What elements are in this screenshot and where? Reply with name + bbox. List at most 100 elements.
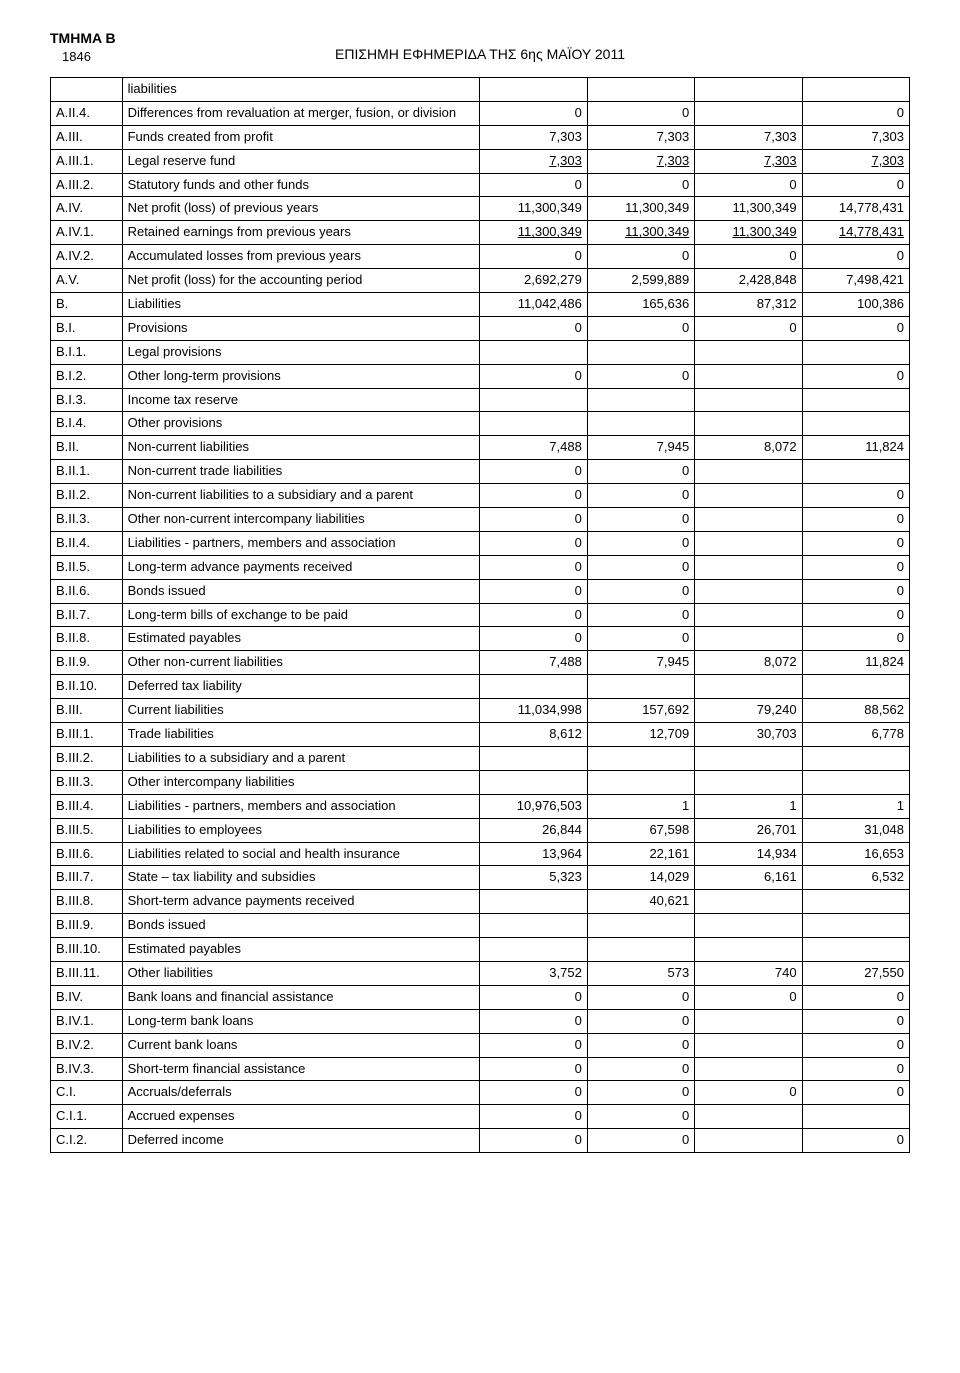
table-row: B.II.1.Non-current trade liabilities00 [51,460,910,484]
row-value-3 [695,340,802,364]
table-row: B.III.4.Liabilities - partners, members … [51,794,910,818]
row-value-3 [695,531,802,555]
row-value-2: 0 [587,603,694,627]
row-value-3 [695,388,802,412]
row-code: B.III.10. [51,938,123,962]
table-row: B.II.2.Non-current liabilities to a subs… [51,484,910,508]
table-row: B.Liabilities11,042,486165,63687,312100,… [51,293,910,317]
row-value-3: 8,072 [695,436,802,460]
row-value-3 [695,938,802,962]
row-description: Net profit (loss) for the accounting per… [122,269,480,293]
row-description: Statutory funds and other funds [122,173,480,197]
row-code: B.III.8. [51,890,123,914]
row-value-1: 0 [480,555,587,579]
row-code: B.II.9. [51,651,123,675]
row-value-3 [695,890,802,914]
row-description: Legal reserve fund [122,149,480,173]
row-description: Non-current liabilities to a subsidiary … [122,484,480,508]
row-value-1 [480,388,587,412]
table-row: A.III.2.Statutory funds and other funds0… [51,173,910,197]
row-description: Other liabilities [122,961,480,985]
row-value-3 [695,484,802,508]
row-value-1: 0 [480,1057,587,1081]
row-value-2 [587,388,694,412]
row-value-2: 0 [587,1009,694,1033]
section-label: TMHMA B [50,30,910,46]
table-row: A.III.1.Legal reserve fund7,3037,3037,30… [51,149,910,173]
row-value-3: 14,934 [695,842,802,866]
row-description: Liabilities [122,293,480,317]
row-value-2: 0 [587,555,694,579]
row-code: B.III.4. [51,794,123,818]
row-code: A.III.2. [51,173,123,197]
row-value-2: 573 [587,961,694,985]
row-code: B.III. [51,699,123,723]
row-code: B.I.3. [51,388,123,412]
row-value-2: 11,300,349 [587,221,694,245]
row-description: Other long-term provisions [122,364,480,388]
row-description: Trade liabilities [122,723,480,747]
row-value-4: 11,824 [802,436,909,460]
table-row: B.I.4.Other provisions [51,412,910,436]
row-code: B.I. [51,316,123,340]
row-value-3: 11,300,349 [695,197,802,221]
row-value-3: 7,303 [695,125,802,149]
row-code: B.II.4. [51,531,123,555]
row-code: B.II.3. [51,508,123,532]
row-value-2: 165,636 [587,293,694,317]
row-description: State – tax liability and subsidies [122,866,480,890]
row-value-4: 0 [802,1033,909,1057]
row-value-2: 7,303 [587,149,694,173]
row-value-1: 26,844 [480,818,587,842]
row-value-2: 0 [587,1081,694,1105]
row-value-2: 0 [587,173,694,197]
row-code: C.I.1. [51,1105,123,1129]
row-code: B. [51,293,123,317]
row-code: A.V. [51,269,123,293]
row-description: Funds created from profit [122,125,480,149]
row-code: B.III.9. [51,914,123,938]
row-value-2: 0 [587,101,694,125]
row-value-2: 0 [587,316,694,340]
row-description: Other intercompany liabilities [122,770,480,794]
row-value-1: 0 [480,245,587,269]
row-value-1: 0 [480,460,587,484]
row-value-3 [695,78,802,102]
row-value-1: 0 [480,173,587,197]
table-row: B.III.7.State – tax liability and subsid… [51,866,910,890]
table-row: C.I.2.Deferred income000 [51,1129,910,1153]
row-description: Liabilities - partners, members and asso… [122,794,480,818]
row-value-3 [695,603,802,627]
table-row: B.II.8.Estimated payables000 [51,627,910,651]
row-value-4 [802,938,909,962]
row-description: Long-term bills of exchange to be paid [122,603,480,627]
row-value-2 [587,914,694,938]
table-row: B.II.6.Bonds issued000 [51,579,910,603]
table-row: B.I.2.Other long-term provisions000 [51,364,910,388]
row-description: liabilities [122,78,480,102]
row-value-4: 27,550 [802,961,909,985]
row-value-2: 0 [587,627,694,651]
row-value-3: 1 [695,794,802,818]
row-description: Liabilities related to social and health… [122,842,480,866]
row-value-2: 0 [587,1057,694,1081]
row-value-3: 0 [695,173,802,197]
row-value-4: 7,498,421 [802,269,909,293]
row-value-3: 0 [695,1081,802,1105]
row-code: B.II.8. [51,627,123,651]
row-description: Current liabilities [122,699,480,723]
row-description: Non-current liabilities [122,436,480,460]
table-row: B.II.Non-current liabilities7,4887,9458,… [51,436,910,460]
row-value-3 [695,1033,802,1057]
row-value-2: 0 [587,531,694,555]
row-code: B.III.7. [51,866,123,890]
row-description: Provisions [122,316,480,340]
row-code: B.III.3. [51,770,123,794]
page-title: ΕΠΙΣΗΜΗ ΕΦΗΜΕΡΙΔΑ ΤΗΣ 6ης ΜΑΪΟΥ 2011 [50,46,910,62]
row-value-2: 40,621 [587,890,694,914]
row-value-1 [480,938,587,962]
table-row: B.II.4.Liabilities - partners, members a… [51,531,910,555]
row-value-3 [695,914,802,938]
row-value-1: 7,303 [480,149,587,173]
row-value-1: 0 [480,101,587,125]
